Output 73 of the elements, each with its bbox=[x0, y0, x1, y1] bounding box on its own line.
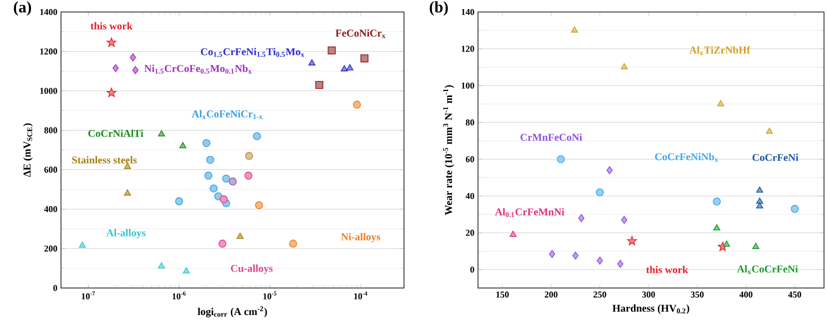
point bbox=[756, 202, 764, 208]
y-axis-title: ΔE (mV$_{SCE}$) bbox=[23, 123, 33, 177]
y-tick-label: 400 bbox=[44, 206, 58, 212]
series-label: Al$_{x}$CoFeNiCr$_{1-x}$ bbox=[192, 110, 262, 119]
point bbox=[766, 128, 773, 134]
point bbox=[621, 216, 628, 224]
text: CoCrFeNiNb$_{x}$ bbox=[655, 152, 718, 162]
x-tick-label: 10$^{-5}$ bbox=[263, 292, 276, 300]
series-label: Cu-alloys bbox=[230, 264, 273, 274]
y-tick-label: 800 bbox=[44, 127, 58, 134]
point bbox=[723, 240, 730, 247]
point bbox=[578, 214, 584, 222]
point bbox=[756, 198, 764, 204]
series-label: CoCrNiAlTi bbox=[88, 130, 144, 137]
series-label: Stainless steels bbox=[72, 156, 137, 164]
x-tick-label: 300 bbox=[642, 292, 655, 298]
y-tick-label: 100 bbox=[462, 82, 474, 89]
x-tick-label: 200 bbox=[544, 292, 558, 298]
x-tick-label: 400 bbox=[739, 292, 752, 298]
y-tick-label: 1400 bbox=[40, 8, 58, 16]
x-axis-title: Hardness (HV$_{0.2}$) bbox=[612, 304, 690, 314]
series-label: this work bbox=[90, 22, 133, 30]
point bbox=[713, 224, 720, 230]
y-tick-label: 80 bbox=[466, 119, 474, 126]
point bbox=[570, 26, 578, 33]
text: Ni-alloys bbox=[341, 232, 380, 242]
chart-title: (a) bbox=[14, 1, 32, 16]
series-label: Co$_{1.5}$CrFeNi$_{1.5}$Ti$_{0.5}$Mo$_{x}$ bbox=[200, 48, 304, 57]
y-tick-label: 1200 bbox=[40, 48, 58, 54]
text: Al$_{x}$TiZrNbHf bbox=[689, 46, 750, 56]
series-label: Al$_{x}$CoCrFeNi bbox=[737, 265, 798, 274]
chart-title: (b) bbox=[430, 1, 448, 16]
x-tick-label: 350 bbox=[690, 292, 704, 298]
y-tick-label: 200 bbox=[44, 246, 58, 252]
text: this work bbox=[646, 266, 688, 274]
point bbox=[556, 155, 565, 164]
x-tick-label: 10$^{-7}$ bbox=[82, 292, 95, 300]
text: Al-alloys bbox=[106, 229, 146, 239]
point bbox=[717, 100, 724, 106]
point bbox=[620, 63, 628, 70]
x-tick-label: 250 bbox=[593, 292, 606, 298]
y-tick-label: 20 bbox=[466, 230, 474, 236]
series-label: Ni$_{1.5}$CrCoFe$_{0.5}$Mo$_{0.1}$Nb$_{x}$ bbox=[144, 64, 252, 74]
point bbox=[596, 256, 603, 265]
x-tick-label: 10$^{-4}$ bbox=[354, 292, 368, 300]
x-tick-label: 10$^{-6}$ bbox=[172, 292, 186, 300]
point bbox=[510, 230, 517, 237]
point bbox=[712, 198, 721, 206]
text: Al$_{0.1}$CrFeMnNi bbox=[495, 208, 564, 218]
point bbox=[752, 242, 760, 249]
point bbox=[548, 250, 556, 258]
series-label: FeCoNiCr$_{x}$ bbox=[336, 29, 386, 38]
y-tick-label: 60 bbox=[466, 156, 474, 162]
text: CrMnFeCoNi bbox=[520, 133, 582, 141]
y-tick-label: 1000 bbox=[40, 88, 58, 94]
y-tick-label: 0 bbox=[53, 284, 58, 292]
point bbox=[617, 260, 624, 268]
x-tick-label: 450 bbox=[788, 292, 802, 298]
point bbox=[627, 236, 637, 246]
y-tick-label: 40 bbox=[466, 192, 474, 200]
text: Wear rate (10$^{-5}$ mm$^{3}$ N$^{-1}$ m$^{-1}$) bbox=[443, 85, 454, 216]
x-axis-title: logi$_{corr}$ (A cm$^{-2}$) bbox=[198, 306, 267, 318]
x-tick-label: 150 bbox=[496, 292, 509, 298]
y-tick-label: 600 bbox=[44, 166, 58, 173]
y-tick-label: 0 bbox=[470, 266, 474, 273]
y-tick-label: 120 bbox=[462, 46, 474, 52]
text: CoCrFeNi bbox=[752, 154, 798, 162]
point bbox=[790, 204, 799, 213]
point bbox=[756, 186, 764, 193]
y-tick-label: 140 bbox=[462, 8, 474, 16]
point bbox=[606, 166, 613, 174]
point bbox=[596, 188, 604, 196]
point bbox=[572, 252, 579, 260]
